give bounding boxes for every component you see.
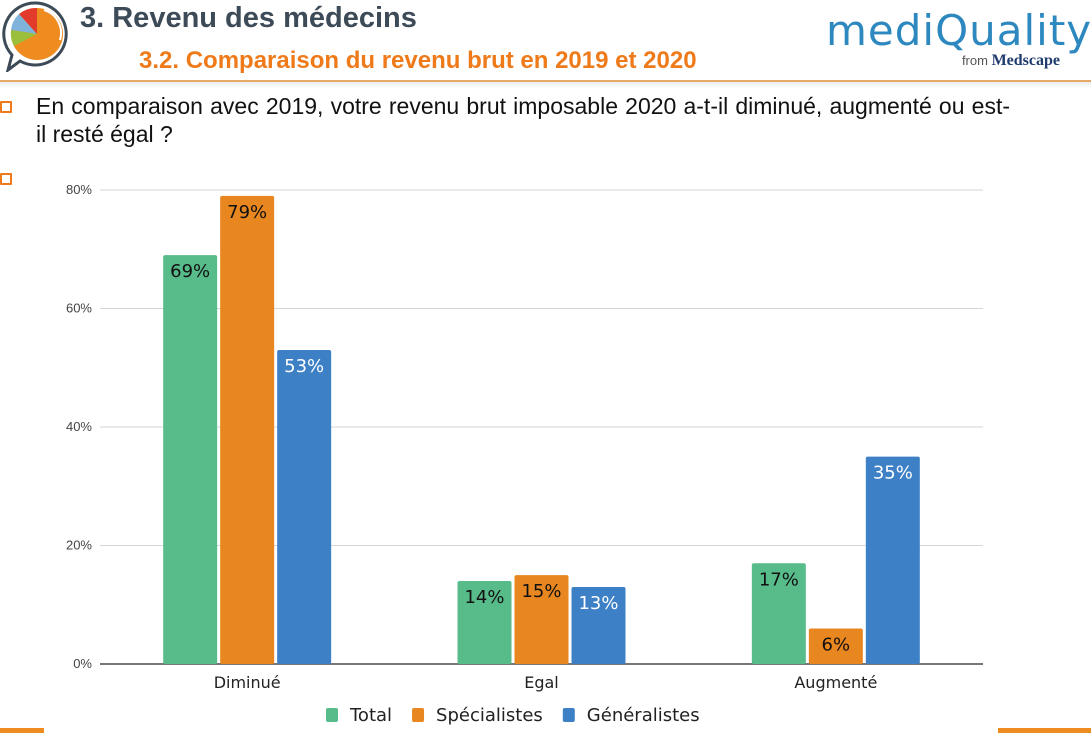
question-text: En comparaison avec 2019, votre revenu b…: [36, 93, 1010, 147]
brand-tagline: from Medscape: [962, 52, 1060, 70]
bar-specialistes-2: [808, 628, 863, 664]
y-tick-label: 0%: [73, 656, 92, 671]
x-tick-label: Diminué: [214, 673, 281, 692]
data-label: 53%: [284, 356, 324, 377]
bar-generalistes-1: [571, 586, 626, 664]
brand-medscape: Medscape: [991, 52, 1060, 69]
page-title: 3. Revenu des médecins: [80, 2, 417, 34]
legend-swatch: [412, 708, 425, 722]
data-label: 14%: [464, 587, 504, 608]
brand-from-text: from: [961, 53, 988, 68]
y-tick-label: 60%: [66, 301, 92, 316]
bar-total-1: [457, 581, 512, 664]
data-label: 17%: [759, 569, 799, 590]
bar-specialistes-0: [220, 195, 275, 665]
header-shadow: [0, 82, 1091, 88]
legend-label: Total: [349, 705, 392, 726]
legend-swatch: [562, 708, 575, 722]
bar-specialistes-1: [514, 575, 569, 664]
y-tick-label: 80%: [66, 182, 92, 197]
legend-label: Généralistes: [587, 705, 700, 726]
x-tick-label: Augmenté: [794, 673, 877, 692]
data-label: 13%: [578, 593, 618, 614]
bar-total-0: [163, 255, 218, 665]
footer-accent-right: [998, 728, 1091, 733]
legend-swatch: [326, 708, 338, 722]
bullet-square-icon: [0, 173, 12, 185]
brand-name: mediQuality: [826, 6, 1091, 55]
data-label: 15%: [521, 581, 561, 602]
bar-generalistes-2: [865, 456, 920, 664]
brand-logo: mediQuality from Medscape: [826, 6, 1091, 72]
bar-generalistes-0: [277, 349, 332, 664]
y-tick-label: 40%: [66, 419, 92, 434]
bullet-square-icon: [0, 101, 12, 113]
pie-chart-speech-bubble-icon: [2, 0, 70, 74]
footer-accent-left: [0, 728, 44, 733]
legend-label: Spécialistes: [436, 705, 543, 726]
data-label: 35%: [873, 463, 913, 484]
data-label: 6%: [822, 634, 851, 655]
x-tick-label: Egal: [524, 673, 559, 692]
y-tick-label: 20%: [66, 538, 92, 553]
data-label: 69%: [170, 261, 210, 282]
header-divider: [0, 80, 1091, 82]
page-subtitle: 3.2. Comparaison du revenu brut en 2019 …: [139, 47, 697, 74]
data-label: 79%: [227, 202, 267, 223]
bar-total-2: [751, 563, 806, 664]
